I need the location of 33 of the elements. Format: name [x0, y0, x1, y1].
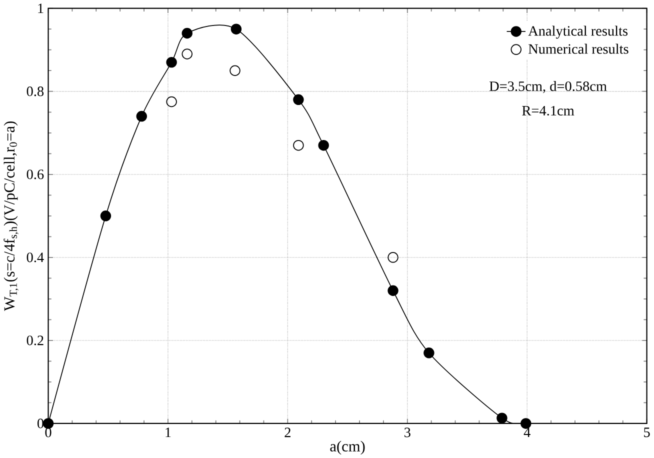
point	[230, 24, 242, 34]
y-tick-label: 0.4	[26, 252, 44, 262]
y-tick-label: 1	[38, 4, 44, 13]
y-axis-title: W$_{T,1}$(s=c/4f$_{s,h}$)(V/pC/cell,r$_{0}$=a)	[4, 121, 18, 311]
point	[182, 48, 192, 60]
point	[293, 94, 304, 105]
x-tick-label: 4	[524, 428, 530, 437]
annotation: R=4.1cm	[522, 106, 574, 116]
point	[166, 96, 177, 107]
point	[318, 140, 329, 151]
x-tick-label: 3	[404, 428, 410, 438]
point	[496, 412, 508, 424]
x-tick-label: 2	[284, 428, 290, 437]
point	[520, 418, 532, 429]
legend-label: Numerical results	[528, 44, 628, 54]
point	[388, 285, 398, 296]
y-tick-label: 0.2	[26, 335, 44, 346]
point	[182, 28, 192, 38]
y-tick-label: 0.6	[26, 169, 44, 180]
x-tick-label: 1	[166, 428, 171, 437]
point	[424, 347, 434, 358]
y-tick-label: 0	[38, 418, 44, 428]
point	[136, 110, 147, 122]
point	[100, 210, 112, 222]
point	[293, 140, 304, 151]
y-tick-label: 0.8	[26, 86, 44, 96]
point	[166, 56, 177, 68]
x-tick-label: 5	[644, 428, 650, 437]
x-axis-title: a(cm)	[330, 440, 365, 454]
point	[388, 252, 398, 263]
annotation: D=3.5cm, d=0.58cm	[489, 80, 607, 93]
point	[230, 65, 240, 76]
legend-label: Analytical results	[528, 26, 628, 39]
